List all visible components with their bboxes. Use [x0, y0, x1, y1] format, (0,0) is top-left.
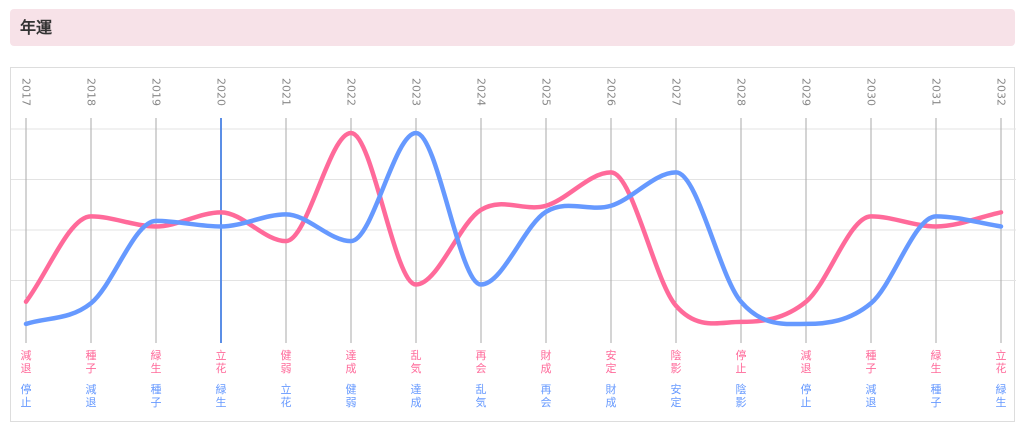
series-2-labels: 停止 減退 種子 緑生 立花 健弱 達成 乱気 再会 財成 安定 陰影 停止 減退 種子 緑生: [21, 382, 1007, 409]
point-label: 再会: [541, 383, 552, 409]
x-tick-label: 2018: [85, 78, 98, 106]
yearly-fortune-chart: 2017 2018 2019 2020 2021 2022 2023 2024 2025 2026…: [11, 78, 1016, 409]
section-title: 年運: [20, 18, 53, 37]
point-label: 財成: [541, 348, 552, 375]
x-tick-label: 2021: [280, 78, 293, 106]
point-label: 安定: [606, 348, 617, 375]
x-tick-label: 2031: [930, 78, 943, 106]
point-label: 緑生: [216, 382, 227, 409]
series-line-1: [23, 130, 1004, 326]
x-tick-label: 2020: [215, 78, 228, 106]
chart-frame: 2017 2018 2019 2020 2021 2022 2023 2024 2025 2026…: [10, 67, 1016, 422]
year-lines: [25, 118, 1002, 343]
x-tick-label: 2030: [865, 78, 878, 106]
point-label: 減退: [21, 348, 32, 375]
x-tick-label: 2023: [410, 78, 423, 106]
point-label: 財成: [606, 382, 617, 409]
x-tick-label: 2028: [735, 78, 748, 106]
grid-lines: [11, 128, 1016, 281]
point-label: 乱気: [411, 349, 422, 375]
x-tick-label: 2025: [540, 78, 553, 106]
x-tick-label: 2027: [670, 78, 683, 106]
x-tick-label: 2029: [800, 78, 813, 106]
point-label: 健弱: [346, 383, 357, 409]
point-label: 緑生: [151, 348, 162, 375]
x-tick-label: 2022: [345, 78, 358, 106]
series-1-labels: 減退 種子 緑生 立花 健弱 達成 乱気 再会 財成 安定 陰影 停止 減退 種子 緑生 立花: [21, 348, 1007, 375]
point-label: 種子: [931, 382, 942, 409]
point-label: 立花: [996, 348, 1007, 375]
point-label: 停止: [801, 382, 812, 409]
x-tick-labels: 2017 2018 2019 2020 2021 2022 2023 2024 2025 2026…: [20, 78, 1008, 106]
point-label: 種子: [866, 348, 877, 375]
x-tick-label: 2019: [150, 78, 163, 106]
point-label: 達成: [346, 349, 357, 375]
point-label: 減退: [801, 348, 812, 375]
x-tick-label: 2024: [475, 78, 488, 106]
point-label: 停止: [736, 348, 747, 375]
series-line-2: [23, 130, 1004, 327]
point-label: 緑生: [931, 348, 942, 375]
point-label: 緑生: [996, 382, 1007, 409]
section-header: 年運: [10, 9, 1015, 46]
x-tick-label: 2026: [605, 78, 618, 106]
point-label: 再会: [476, 349, 487, 375]
x-tick-label: 2017: [20, 78, 33, 106]
point-label: 種子: [86, 348, 97, 375]
point-label: 陰影: [736, 382, 747, 409]
point-label: 減退: [86, 382, 97, 409]
point-label: 陰影: [671, 348, 682, 375]
point-label: 乱気: [476, 383, 487, 409]
point-label: 安定: [671, 382, 682, 409]
point-label: 健弱: [281, 349, 292, 375]
point-label: 立花: [216, 348, 227, 375]
point-label: 停止: [21, 382, 32, 409]
point-label: 減退: [866, 382, 877, 409]
point-label: 達成: [411, 383, 422, 409]
point-label: 立花: [281, 382, 292, 409]
point-label: 種子: [151, 382, 162, 409]
x-tick-label: 2032: [995, 78, 1008, 106]
